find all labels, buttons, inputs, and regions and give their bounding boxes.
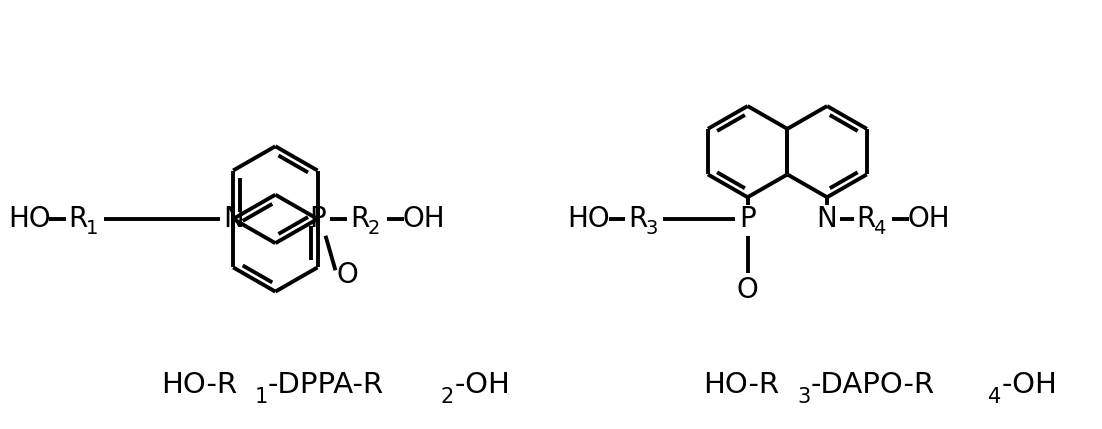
- Text: 3: 3: [645, 219, 658, 239]
- Text: R: R: [856, 205, 875, 233]
- Text: O: O: [336, 261, 358, 289]
- Text: HO: HO: [568, 205, 611, 233]
- Text: 2: 2: [368, 219, 380, 239]
- Text: O: O: [737, 276, 758, 304]
- Text: -OH: -OH: [455, 371, 510, 399]
- Text: N: N: [223, 205, 244, 233]
- Text: P: P: [739, 205, 756, 233]
- Text: 1: 1: [255, 387, 268, 407]
- Text: 1: 1: [86, 219, 98, 239]
- Text: HO-R: HO-R: [161, 371, 237, 399]
- Text: R: R: [350, 205, 370, 233]
- Text: HO: HO: [8, 205, 51, 233]
- Text: -OH: -OH: [1002, 371, 1058, 399]
- Text: R: R: [68, 205, 88, 233]
- Text: 4: 4: [874, 219, 886, 239]
- Text: OH: OH: [907, 205, 950, 233]
- Text: R: R: [628, 205, 647, 233]
- Text: P: P: [310, 205, 326, 233]
- Text: 4: 4: [988, 387, 1002, 407]
- Text: 3: 3: [797, 387, 811, 407]
- Text: 2: 2: [441, 387, 454, 407]
- Text: -DPPA-R: -DPPA-R: [268, 371, 383, 399]
- Text: N: N: [817, 205, 838, 233]
- Text: HO-R: HO-R: [703, 371, 779, 399]
- Text: -DAPO-R: -DAPO-R: [810, 371, 934, 399]
- Text: OH: OH: [402, 205, 445, 233]
